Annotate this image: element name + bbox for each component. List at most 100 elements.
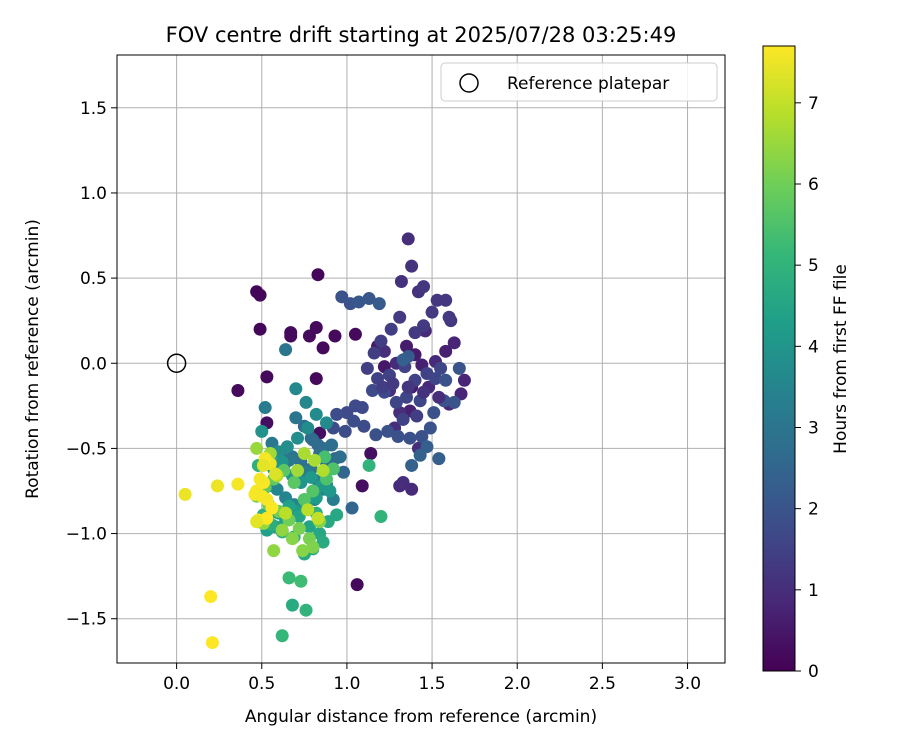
data-point bbox=[306, 484, 320, 498]
plot-frame bbox=[116, 54, 726, 664]
data-point bbox=[285, 598, 299, 612]
data-point bbox=[428, 372, 442, 386]
x-tick-label: 3.0 bbox=[674, 674, 701, 694]
data-point bbox=[457, 373, 471, 387]
data-point bbox=[447, 395, 461, 409]
data-point bbox=[417, 385, 431, 399]
data-point bbox=[292, 521, 306, 535]
data-point bbox=[396, 412, 410, 426]
data-point bbox=[302, 520, 316, 534]
x-tick-label: 1.0 bbox=[333, 674, 360, 694]
x-tick-label: 2.5 bbox=[589, 674, 616, 694]
data-point bbox=[452, 361, 466, 375]
data-point bbox=[291, 431, 305, 445]
data-point bbox=[362, 458, 376, 472]
data-point bbox=[410, 409, 424, 423]
colorbar-ticks: 0 1 2 3 4 5 6 7 bbox=[795, 94, 819, 682]
data-point bbox=[297, 447, 311, 461]
data-point bbox=[318, 450, 332, 464]
data-point bbox=[287, 475, 301, 489]
y-tick-label: 1.5 bbox=[80, 99, 107, 119]
data-point bbox=[279, 343, 293, 357]
data-point bbox=[434, 361, 448, 375]
data-point bbox=[258, 401, 272, 415]
y-axis-label: Rotation from reference (arcmin) bbox=[23, 219, 43, 499]
data-point bbox=[405, 259, 419, 273]
data-point bbox=[394, 275, 408, 289]
data-point bbox=[391, 429, 405, 443]
y-tick-label: −1.0 bbox=[66, 525, 107, 545]
y-tick-label: 1.0 bbox=[80, 184, 107, 204]
data-point bbox=[250, 515, 264, 529]
colorbar: 0 1 2 3 4 5 6 7 Hours from first FF file bbox=[762, 45, 851, 682]
data-point bbox=[417, 280, 431, 294]
data-point bbox=[355, 479, 369, 493]
data-point bbox=[374, 510, 388, 524]
data-point bbox=[210, 479, 224, 493]
colorbar-gradient bbox=[762, 45, 796, 672]
y-tick-label: 0.5 bbox=[80, 269, 107, 289]
data-point bbox=[265, 501, 279, 515]
y-tick-label: 0.0 bbox=[80, 354, 107, 374]
colorbar-tick-label: 1 bbox=[808, 581, 819, 601]
legend-box bbox=[440, 62, 718, 102]
data-point bbox=[403, 431, 417, 445]
data-points bbox=[178, 232, 471, 650]
colorbar-tick-label: 5 bbox=[808, 256, 819, 276]
data-point bbox=[333, 450, 347, 464]
data-point bbox=[345, 501, 359, 515]
data-point bbox=[253, 322, 267, 336]
y-tick-label: −0.5 bbox=[66, 439, 107, 459]
data-point bbox=[316, 535, 330, 549]
data-point bbox=[360, 361, 374, 375]
reference-marker bbox=[166, 353, 187, 374]
x-tick-label: 2.0 bbox=[504, 674, 531, 694]
data-point bbox=[231, 384, 245, 398]
data-point bbox=[376, 380, 390, 394]
data-point bbox=[337, 465, 351, 479]
data-point bbox=[301, 503, 315, 517]
data-point bbox=[319, 416, 333, 430]
data-point bbox=[301, 421, 315, 435]
data-point bbox=[396, 353, 410, 367]
data-point bbox=[405, 482, 419, 496]
data-point bbox=[439, 373, 453, 387]
x-tick-label: 1.5 bbox=[419, 674, 446, 694]
data-point bbox=[294, 574, 308, 588]
data-point bbox=[401, 232, 415, 246]
data-point bbox=[330, 407, 344, 421]
data-point bbox=[270, 482, 284, 496]
data-point bbox=[413, 448, 427, 462]
data-point bbox=[381, 424, 395, 438]
x-tick-label: 0.0 bbox=[163, 674, 190, 694]
data-point bbox=[415, 429, 429, 443]
data-point bbox=[372, 297, 386, 311]
data-point bbox=[384, 322, 398, 336]
y-axis-ticks: −1.5 −1.0 −0.5 0.0 0.5 1.0 1.5 bbox=[66, 99, 117, 630]
colorbar-tick-label: 4 bbox=[808, 337, 819, 357]
data-point bbox=[352, 295, 366, 309]
data-point bbox=[275, 629, 289, 643]
colorbar-tick-label: 0 bbox=[808, 662, 819, 682]
data-point bbox=[316, 341, 330, 355]
data-point bbox=[330, 508, 344, 522]
y-tick-label: −1.5 bbox=[66, 610, 107, 630]
data-point bbox=[347, 414, 361, 428]
data-point bbox=[362, 292, 376, 306]
data-point bbox=[260, 370, 274, 384]
data-point bbox=[297, 493, 311, 507]
x-axis-ticks: 0.0 0.5 1.0 1.5 2.0 2.5 3.0 bbox=[163, 663, 701, 694]
data-point bbox=[231, 477, 245, 491]
data-point bbox=[323, 484, 337, 498]
colorbar-label: Hours from first FF file bbox=[831, 264, 851, 454]
data-point bbox=[311, 268, 325, 282]
data-point bbox=[268, 467, 282, 481]
data-point bbox=[369, 428, 383, 442]
data-point bbox=[389, 395, 403, 409]
legend-entry-reference: Reference platepar bbox=[507, 74, 669, 94]
data-point bbox=[299, 603, 313, 617]
data-point bbox=[253, 288, 267, 302]
data-point bbox=[400, 339, 414, 353]
data-point bbox=[439, 293, 453, 307]
data-point bbox=[275, 523, 289, 537]
